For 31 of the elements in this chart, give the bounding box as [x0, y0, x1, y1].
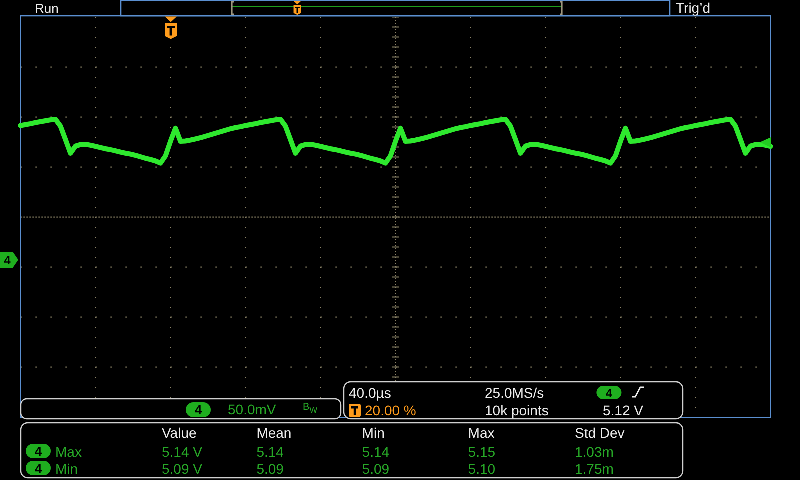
annotation: 40.0µs	[349, 385, 392, 401]
text: 1.03m	[575, 444, 614, 460]
text: 4	[34, 461, 43, 476]
text: Value	[162, 425, 197, 441]
text: Max	[56, 444, 82, 460]
annotation: 50.0mV	[228, 402, 277, 418]
text: Min	[56, 461, 78, 477]
text: 5.14	[362, 444, 390, 460]
text: 5.14 V	[162, 444, 204, 460]
text: Trig’d	[676, 0, 710, 16]
text: 4	[34, 444, 43, 459]
text: Std Dev	[575, 425, 625, 441]
annotation: 25.0MS/s	[485, 385, 544, 401]
annotation: 20.00 %	[365, 402, 416, 418]
text: Mean	[256, 425, 292, 441]
text: 5.10	[468, 461, 496, 477]
text: Run	[35, 1, 59, 16]
text: 4	[4, 254, 12, 268]
text: 5.14	[256, 444, 284, 460]
annotation: 4	[606, 386, 613, 400]
annotation: 4	[194, 402, 203, 418]
text: 5.09 V	[162, 461, 204, 477]
text: 5.09	[362, 461, 390, 477]
annotation: 5.12 V	[603, 402, 644, 418]
annotation: B$_{W}$	[303, 402, 318, 416]
text: Max	[468, 425, 495, 441]
text: 1.75m	[575, 461, 614, 477]
text: 5.15	[468, 444, 496, 460]
text: Min	[362, 425, 385, 441]
annotation: 10k points	[485, 402, 549, 418]
text: 5.09	[256, 461, 284, 477]
